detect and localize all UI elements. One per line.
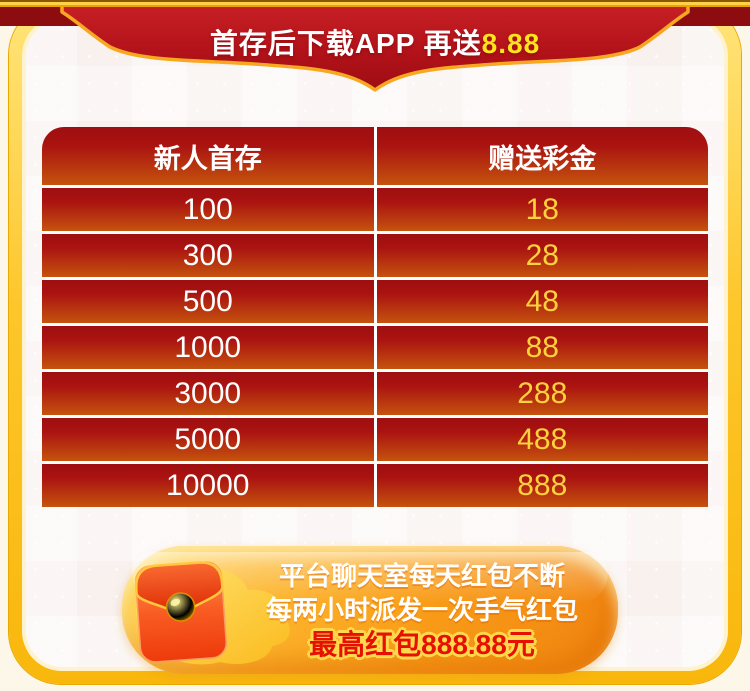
deposit-cell: 1000 [42, 326, 374, 369]
top-gold-strip [0, 0, 750, 7]
bonus-cell: 28 [376, 234, 708, 277]
bonus-cell: 288 [376, 372, 708, 415]
red-packet-promo-banner: 平台聊天室每天红包不断 每两小时派发一次手气红包 最高红包888.88元 [122, 546, 618, 674]
promo-text-block: 平台聊天室每天红包不断 每两小时派发一次手气红包 最高红包888.88元 [262, 559, 582, 663]
deposit-bonus-table: 新人首存 赠送彩金 100 18 300 28 500 48 1000 88 3… [42, 127, 708, 507]
deposit-cell: 300 [42, 234, 374, 277]
table-header-deposit: 新人首存 [42, 127, 374, 185]
bonus-cell: 48 [376, 280, 708, 323]
bonus-cell: 18 [376, 188, 708, 231]
deposit-cell: 3000 [42, 372, 374, 415]
table-header-bonus: 赠送彩金 [376, 127, 708, 185]
promo-line-2: 每两小时派发一次手气红包 [265, 595, 578, 625]
banner-title: 首存后下载APP 再送8.88 [0, 22, 750, 62]
promo-line-3: 最高红包888.88元 [309, 629, 535, 660]
deposit-cell: 10000 [42, 464, 374, 507]
red-envelope-icon [135, 561, 290, 665]
deposit-cell: 5000 [42, 418, 374, 461]
bonus-cell: 88 [376, 326, 708, 369]
banner-title-highlight: 8.88 [481, 28, 541, 59]
banner-title-text: 首存后下载APP 再送 [209, 28, 482, 59]
bonus-cell: 888 [376, 464, 708, 507]
ribbon-banner-graphic [0, 3, 750, 92]
deposit-cell: 100 [42, 188, 374, 231]
bonus-cell: 488 [376, 418, 708, 461]
deposit-cell: 500 [42, 280, 374, 323]
promo-line-1: 平台聊天室每天红包不断 [278, 561, 565, 591]
